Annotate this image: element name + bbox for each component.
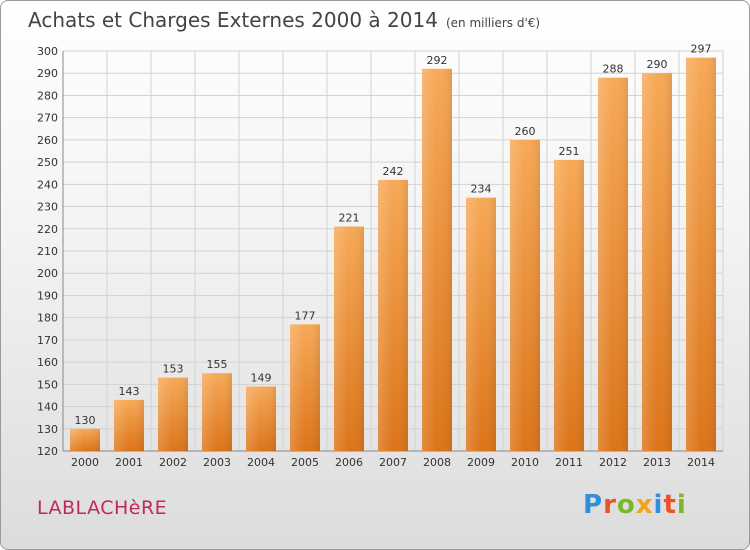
chart-title-text: Achats et Charges Externes 2000 à 2014 xyxy=(28,8,438,32)
value-label: 155 xyxy=(207,358,228,371)
y-tick-label: 190 xyxy=(37,289,58,302)
x-tick-label: 2011 xyxy=(555,456,583,469)
y-tick-label: 160 xyxy=(37,356,58,369)
proxiti-logo[interactable]: Proxiti xyxy=(583,490,687,520)
bar-shine xyxy=(378,179,408,451)
bar-shine xyxy=(290,324,320,451)
chart-title: Achats et Charges Externes 2000 à 2014 (e… xyxy=(28,8,540,32)
x-tick-label: 2002 xyxy=(159,456,187,469)
logo-letter: x xyxy=(635,490,654,520)
logo-letter: o xyxy=(616,490,636,520)
y-tick-label: 280 xyxy=(37,89,58,102)
commune-name: LABLACHèRE xyxy=(37,497,168,519)
bar-shine xyxy=(510,139,540,451)
bar-shine xyxy=(598,77,628,452)
value-label: 251 xyxy=(559,145,580,158)
value-label: 234 xyxy=(471,183,492,196)
x-tick-label: 2005 xyxy=(291,456,319,469)
value-label: 292 xyxy=(427,54,448,67)
y-tick-label: 220 xyxy=(37,223,58,236)
y-tick-label: 120 xyxy=(37,445,58,458)
bar-layer xyxy=(70,57,716,452)
y-tick-label: 270 xyxy=(37,112,58,125)
value-label: 153 xyxy=(163,363,184,376)
logo-letter: P xyxy=(583,490,604,520)
x-tick-label: 2012 xyxy=(599,456,627,469)
x-tick-label: 2004 xyxy=(247,456,275,469)
y-tick-label: 200 xyxy=(37,267,58,280)
logo-letter: i xyxy=(676,490,687,520)
label-layer: 130 2000 143 2001 153 2002 155 2003 149 2004 177 20… xyxy=(71,43,715,469)
bar-shine xyxy=(422,68,452,452)
y-tick-label: 250 xyxy=(37,156,58,169)
y-tick-label: 170 xyxy=(37,334,58,347)
bar-shine xyxy=(158,377,188,451)
value-label: 242 xyxy=(383,165,404,178)
value-label: 297 xyxy=(691,43,712,56)
x-tick-label: 2010 xyxy=(511,456,539,469)
bar-shine xyxy=(246,386,276,451)
chart-unit: (en milliers d'€) xyxy=(445,16,541,30)
y-tick-label: 140 xyxy=(37,401,58,414)
value-label: 260 xyxy=(515,125,536,138)
y-tick-label: 300 xyxy=(37,45,58,58)
y-tick-label: 180 xyxy=(37,312,58,325)
logo-letter: i xyxy=(653,490,664,520)
value-label: 288 xyxy=(603,63,624,76)
bar-shine xyxy=(114,399,144,451)
x-tick-label: 2006 xyxy=(335,456,363,469)
value-label: 143 xyxy=(119,385,140,398)
bar-shine xyxy=(686,57,716,452)
y-tick-label: 290 xyxy=(37,67,58,80)
value-label: 130 xyxy=(75,414,96,427)
y-tick-label: 130 xyxy=(37,423,58,436)
x-tick-label: 2003 xyxy=(203,456,231,469)
logo-letter: r xyxy=(603,490,617,520)
y-tick-label: 260 xyxy=(37,134,58,147)
value-label: 221 xyxy=(339,212,360,225)
bar-shine xyxy=(554,159,584,451)
y-tick-label: 150 xyxy=(37,378,58,391)
value-label: 290 xyxy=(647,58,668,71)
x-tick-label: 2001 xyxy=(115,456,143,469)
value-label: 177 xyxy=(295,309,316,322)
bar-shine xyxy=(642,73,672,451)
x-tick-label: 2014 xyxy=(687,456,715,469)
bar-shine xyxy=(334,226,364,451)
value-label: 149 xyxy=(251,372,272,385)
x-tick-label: 2000 xyxy=(71,456,99,469)
y-tick-label: 210 xyxy=(37,245,58,258)
x-tick-label: 2007 xyxy=(379,456,407,469)
x-tick-label: 2013 xyxy=(643,456,671,469)
x-tick-label: 2009 xyxy=(467,456,495,469)
bar-shine xyxy=(466,197,496,451)
logo-letter: t xyxy=(663,490,677,520)
bar-shine xyxy=(70,428,100,451)
bar-shine xyxy=(202,373,232,451)
y-tick-label: 230 xyxy=(37,201,58,214)
y-tick-label: 240 xyxy=(37,178,58,191)
x-tick-label: 2008 xyxy=(423,456,451,469)
